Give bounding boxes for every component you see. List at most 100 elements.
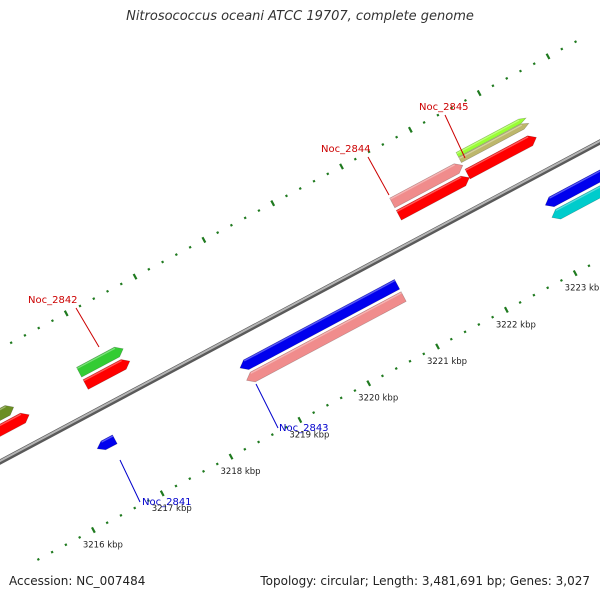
outer-ruler-tick xyxy=(518,69,522,73)
ruler-label: 3220 kbp xyxy=(358,394,398,404)
outer-ruler-tick xyxy=(50,319,54,323)
cds-forward-bar xyxy=(395,175,470,221)
inner-ruler-tick xyxy=(297,416,303,424)
label-leader-line xyxy=(367,156,390,196)
inner-ruler-tick xyxy=(228,453,234,460)
outer-ruler-tick xyxy=(395,135,399,139)
ruler-label: 3218 kbp xyxy=(221,467,261,477)
inner-ruler-tick xyxy=(133,506,137,510)
ruler-labels: 3216 kbp 3217 kbp 3218 kbp 3219 kbp 3220 kbp… xyxy=(83,284,600,551)
outer-ruler-tick xyxy=(201,236,207,244)
outer-ruler-tick xyxy=(339,163,344,170)
outer-ruler-tick xyxy=(422,120,426,124)
inner-ruler-tick xyxy=(435,343,440,350)
outer-ruler-tick xyxy=(476,89,482,97)
inner-ruler-tick xyxy=(188,477,192,481)
outer-ruler-tick xyxy=(270,200,276,207)
outer-ruler-tick xyxy=(132,273,138,280)
feature-bar xyxy=(76,346,124,378)
inner-ruler-tick xyxy=(146,499,150,503)
inner-ruler-tick xyxy=(532,293,536,297)
outer-ruler-tick xyxy=(312,179,316,183)
inner-ruler-tick xyxy=(257,440,261,444)
map-title: Nitrosococcus oceani ATCC 19707, complet… xyxy=(126,9,474,24)
outer-ruler-tick xyxy=(353,157,357,161)
feature-bar xyxy=(455,117,527,158)
outer-ruler-tick xyxy=(229,223,233,227)
bar-highlight xyxy=(458,124,523,160)
ruler-label: 3217 kbp xyxy=(152,504,192,514)
outer-ruler-tick xyxy=(63,310,69,317)
label-leader-line xyxy=(119,459,141,503)
inner-ruler-tick xyxy=(202,469,206,473)
inner-ruler-tick xyxy=(503,306,509,313)
outer-ruler-tick xyxy=(450,106,454,110)
feature-bar xyxy=(551,185,600,220)
gene-labels: Noc_2842 Noc_2844 Noc_2845 Noc_2843 Noc_2841 xyxy=(28,102,469,508)
outer-ruler-tick xyxy=(298,187,302,191)
gene-label-noc-2844[interactable]: Noc_2844 xyxy=(321,144,371,155)
bar-highlight xyxy=(76,347,116,370)
outer-ruler-tick xyxy=(367,150,371,154)
inner-ruler-tick xyxy=(215,462,219,466)
inner-ruler-tick xyxy=(119,513,123,517)
inner-ruler-tick xyxy=(325,403,329,407)
outer-ruler-tick xyxy=(407,126,413,133)
ruler-label: 3223 kbp xyxy=(565,284,600,294)
outer-ruler-tick xyxy=(491,84,495,88)
label-leader-line xyxy=(255,383,279,429)
ruler-label: 3219 kbp xyxy=(289,430,329,440)
inner-ruler-tick xyxy=(408,359,412,363)
inner-ruler-tick xyxy=(546,286,550,290)
outer-ruler-tick xyxy=(174,253,178,257)
inner-ruler-tick xyxy=(243,447,247,451)
gene-label-noc-2845[interactable]: Noc_2845 xyxy=(419,102,469,113)
outer-ruler-tick xyxy=(284,194,288,198)
gene-label-noc-2843[interactable]: Noc_2843 xyxy=(279,423,329,434)
outer-ruler-tick xyxy=(381,142,385,146)
bar-highlight xyxy=(0,413,22,427)
outer-ruler-tick xyxy=(161,260,165,264)
bar-highlight xyxy=(456,119,520,155)
ruler-label: 3216 kbp xyxy=(83,541,123,551)
gene-label-noc-2841[interactable]: Noc_2841 xyxy=(142,497,192,508)
outer-ruler-tick xyxy=(188,245,192,249)
label-leader-line xyxy=(75,307,100,348)
outer-ruler-tick xyxy=(92,297,96,301)
cds-forward-bar xyxy=(464,135,537,180)
gene-label-noc-2842[interactable]: Noc_2842 xyxy=(28,295,78,306)
bar-highlight xyxy=(465,136,529,171)
bar-highlight xyxy=(243,279,396,362)
inner-ruler-tick xyxy=(159,490,165,497)
outer-ruler-tick xyxy=(37,326,41,330)
inner-ruler-tick xyxy=(78,535,82,539)
outer-ruler-ticks xyxy=(9,40,578,345)
inner-ruler-tick xyxy=(91,526,96,534)
bar-highlight xyxy=(555,186,600,212)
inner-ruler-tick xyxy=(284,425,288,429)
inner-ruler-tick xyxy=(518,300,522,304)
inner-ruler-tick xyxy=(449,337,453,341)
feature-track xyxy=(0,117,600,451)
inner-ruler-tick xyxy=(339,396,343,400)
outer-ruler-tick xyxy=(243,216,247,220)
ruler-label: 3222 kbp xyxy=(496,320,536,330)
inner-ruler-tick xyxy=(380,374,384,378)
inner-ruler-tick xyxy=(270,433,274,437)
inner-ruler-tick xyxy=(463,330,467,334)
bar-highlight xyxy=(101,435,114,443)
outer-ruler-tick xyxy=(106,289,110,293)
outer-ruler-tick xyxy=(147,267,151,271)
inner-ruler-tick xyxy=(36,557,40,561)
inner-ruler-tick xyxy=(174,484,178,488)
inner-ruler-tick xyxy=(587,264,591,268)
genome-summary-text: Topology: circular; Length: 3,481,691 bp… xyxy=(260,574,590,588)
cds-forward-bar xyxy=(82,359,131,390)
outer-ruler-tick xyxy=(23,333,27,337)
outer-ruler-tick xyxy=(9,341,13,345)
inner-ruler-tick xyxy=(477,323,481,326)
outer-ruler-tick xyxy=(216,231,220,235)
cds-reverse-bar xyxy=(239,278,401,370)
label-leaders xyxy=(75,114,466,503)
